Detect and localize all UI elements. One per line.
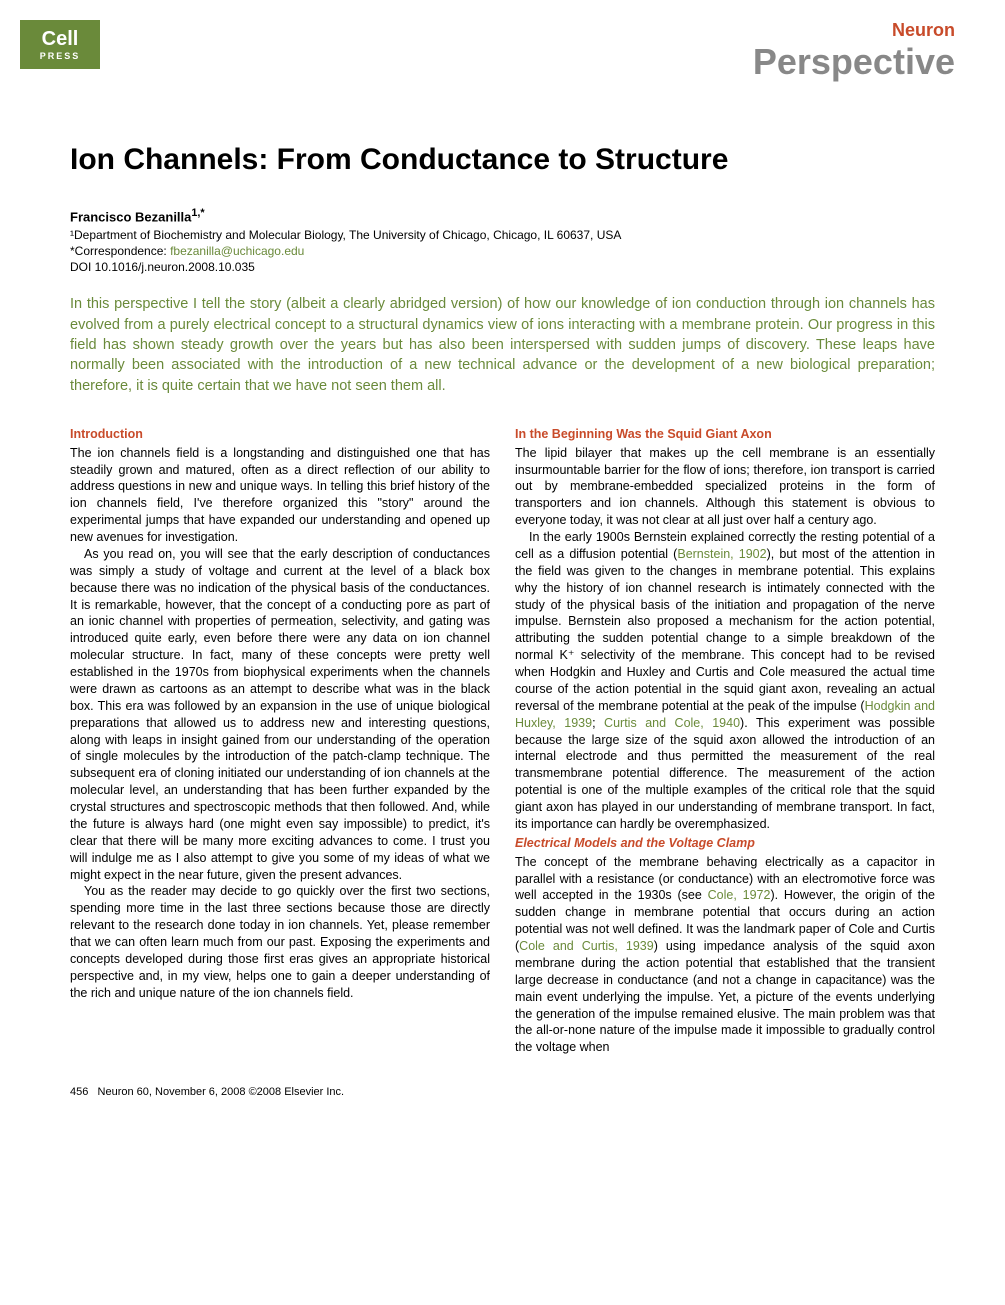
authors: Francisco Bezanilla1,* xyxy=(70,207,935,224)
correspondence: *Correspondence: fbezanilla@uchicago.edu xyxy=(70,244,935,258)
intro-p2: As you read on, you will see that the ea… xyxy=(70,546,490,884)
subsection-electrical: Electrical Models and the Voltage Clamp xyxy=(515,835,935,852)
section-heading-intro: Introduction xyxy=(70,426,490,443)
body-columns: Introduction The ion channels field is a… xyxy=(70,426,935,1056)
correspondence-label: *Correspondence: xyxy=(70,244,170,258)
article-type: Perspective xyxy=(753,41,955,83)
squid-p2: In the early 1900s Bernstein explained c… xyxy=(515,529,935,833)
journal-name: Neuron xyxy=(753,20,955,41)
journal-block: Neuron Perspective xyxy=(753,20,955,83)
affiliation: ¹Department of Biochemistry and Molecula… xyxy=(70,228,935,242)
ref-bernstein[interactable]: Bernstein, 1902 xyxy=(677,547,766,561)
ref-curtis[interactable]: Curtis and Cole, 1940 xyxy=(604,716,740,730)
p2-text-c: ; xyxy=(592,716,604,730)
p3-text-c: ) using impedance analysis of the squid … xyxy=(515,939,935,1054)
p2-text-d: ). This experiment was possible because … xyxy=(515,716,935,831)
article-title: Ion Channels: From Conductance to Struct… xyxy=(70,143,935,177)
footer-citation: Neuron 60, November 6, 2008 ©2008 Elsevi… xyxy=(98,1086,345,1098)
right-column: In the Beginning Was the Squid Giant Axo… xyxy=(515,426,935,1056)
author-sup: 1,* xyxy=(191,207,204,219)
logo-sub: PRESS xyxy=(30,51,90,61)
electrical-p1: The concept of the membrane behaving ele… xyxy=(515,854,935,1057)
left-column: Introduction The ion channels field is a… xyxy=(70,426,490,1056)
doi: DOI 10.1016/j.neuron.2008.10.035 xyxy=(70,260,935,274)
page-footer: 456 Neuron 60, November 6, 2008 ©2008 El… xyxy=(70,1086,935,1098)
squid-p1: The lipid bilayer that makes up the cell… xyxy=(515,445,935,529)
intro-p1: The ion channels field is a longstanding… xyxy=(70,445,490,546)
ref-cole72[interactable]: Cole, 1972 xyxy=(708,888,771,902)
p2-text-b: ), but most of the attention in the fiel… xyxy=(515,547,935,713)
page-number: 456 xyxy=(70,1086,88,1098)
author-name: Francisco Bezanilla xyxy=(70,209,191,224)
ref-cole39[interactable]: Cole and Curtis, 1939 xyxy=(519,939,654,953)
section-heading-squid: In the Beginning Was the Squid Giant Axo… xyxy=(515,426,935,443)
email-link[interactable]: fbezanilla@uchicago.edu xyxy=(170,244,304,258)
intro-p3: You as the reader may decide to go quick… xyxy=(70,883,490,1001)
abstract: In this perspective I tell the story (al… xyxy=(70,294,935,395)
publisher-logo: Cell PRESS xyxy=(20,20,100,69)
page-header: Cell PRESS Neuron Perspective xyxy=(70,0,935,83)
logo-main: Cell xyxy=(42,28,79,50)
